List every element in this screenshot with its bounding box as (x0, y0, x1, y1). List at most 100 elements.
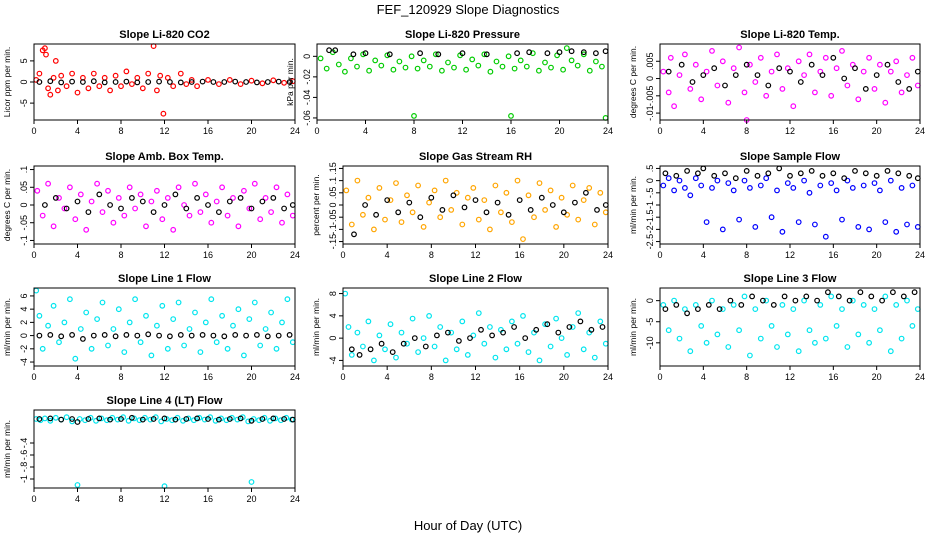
data-point (72, 216, 79, 223)
x-tick-label: 8 (744, 126, 749, 136)
data-point (526, 49, 533, 56)
x-tick-label: 4 (75, 372, 80, 382)
data-point (153, 322, 160, 329)
data-point (895, 170, 902, 177)
data-point (904, 221, 910, 228)
data-point (833, 323, 840, 329)
data-point (743, 167, 750, 174)
y-tick-label: .1 (19, 166, 29, 174)
data-point (599, 324, 606, 330)
x-tick-label: 24 (915, 372, 925, 382)
data-point (99, 299, 106, 306)
data-point (136, 417, 143, 424)
data-point (700, 165, 707, 172)
data-point (839, 216, 845, 223)
y-tick-label: .1 (328, 177, 338, 185)
data-point (251, 299, 258, 306)
data-point (232, 332, 239, 338)
data-point (752, 306, 759, 313)
panel-title: Slope Line 2 Flow (429, 273, 522, 285)
data-point (420, 223, 427, 230)
data-point (114, 416, 121, 423)
data-point (63, 205, 70, 212)
x-tick-label: 8 (118, 126, 123, 136)
data-point (90, 70, 97, 77)
data-point (719, 58, 726, 65)
y-tick-label: -1.5 (645, 209, 655, 225)
x-tick-label: 4 (363, 126, 368, 136)
data-point (251, 180, 258, 187)
data-point (284, 191, 291, 198)
data-point (481, 51, 488, 58)
panel-title: Slope Sample Flow (740, 151, 841, 163)
data-point (819, 172, 826, 179)
data-point (732, 72, 739, 78)
data-point (525, 349, 532, 356)
data-point (275, 332, 282, 339)
data-point (475, 310, 482, 317)
data-point (281, 205, 288, 212)
data-point (741, 177, 748, 184)
y-tick-label: -.15 (328, 234, 338, 250)
data-point (757, 54, 764, 61)
data-point (776, 165, 783, 172)
data-point (445, 329, 451, 336)
data-point (459, 50, 466, 57)
data-point (841, 175, 848, 182)
data-point (514, 340, 521, 347)
data-point (96, 191, 103, 198)
data-point (808, 167, 815, 174)
data-point (188, 76, 195, 83)
data-point (844, 344, 851, 350)
data-point (517, 57, 524, 64)
x-tick-label: 24 (290, 372, 300, 382)
data-point (161, 415, 168, 422)
y-tick-label: .5 (645, 165, 655, 173)
data-point (192, 309, 198, 316)
data-point (722, 170, 728, 177)
data-point (564, 352, 570, 358)
data-point (709, 297, 715, 304)
data-point (806, 327, 813, 334)
data-point (553, 223, 559, 230)
data-point (779, 302, 786, 308)
data-point (743, 61, 750, 68)
data-point (453, 346, 460, 353)
data-point (284, 296, 291, 303)
data-point (555, 329, 562, 336)
data-point (115, 306, 122, 313)
data-point (792, 297, 799, 304)
data-point (439, 206, 446, 213)
x-tick-label: 12 (159, 250, 169, 260)
data-point (779, 85, 786, 92)
data-point (289, 339, 296, 346)
data-point (268, 309, 275, 316)
data-point (432, 51, 439, 58)
data-point (275, 78, 282, 85)
data-point (435, 51, 442, 58)
data-point (544, 50, 551, 57)
data-point (289, 212, 296, 219)
data-point (94, 316, 100, 323)
data-point (79, 336, 86, 342)
data-point (682, 51, 688, 58)
data-point (237, 194, 244, 201)
data-point (384, 197, 391, 204)
data-point (830, 170, 837, 177)
data-point (790, 184, 797, 191)
data-point (871, 85, 878, 92)
data-point (139, 198, 146, 205)
data-point (219, 312, 226, 319)
data-point (183, 81, 190, 87)
data-point (882, 219, 889, 226)
data-point (47, 78, 54, 85)
data-point (662, 170, 669, 177)
data-point (857, 289, 864, 296)
x-tick-label: 24 (603, 250, 613, 260)
data-point (105, 342, 111, 349)
data-point (348, 346, 355, 353)
y-tick-label: 4 (19, 307, 29, 312)
data-point (210, 79, 217, 85)
data-point (50, 223, 57, 230)
